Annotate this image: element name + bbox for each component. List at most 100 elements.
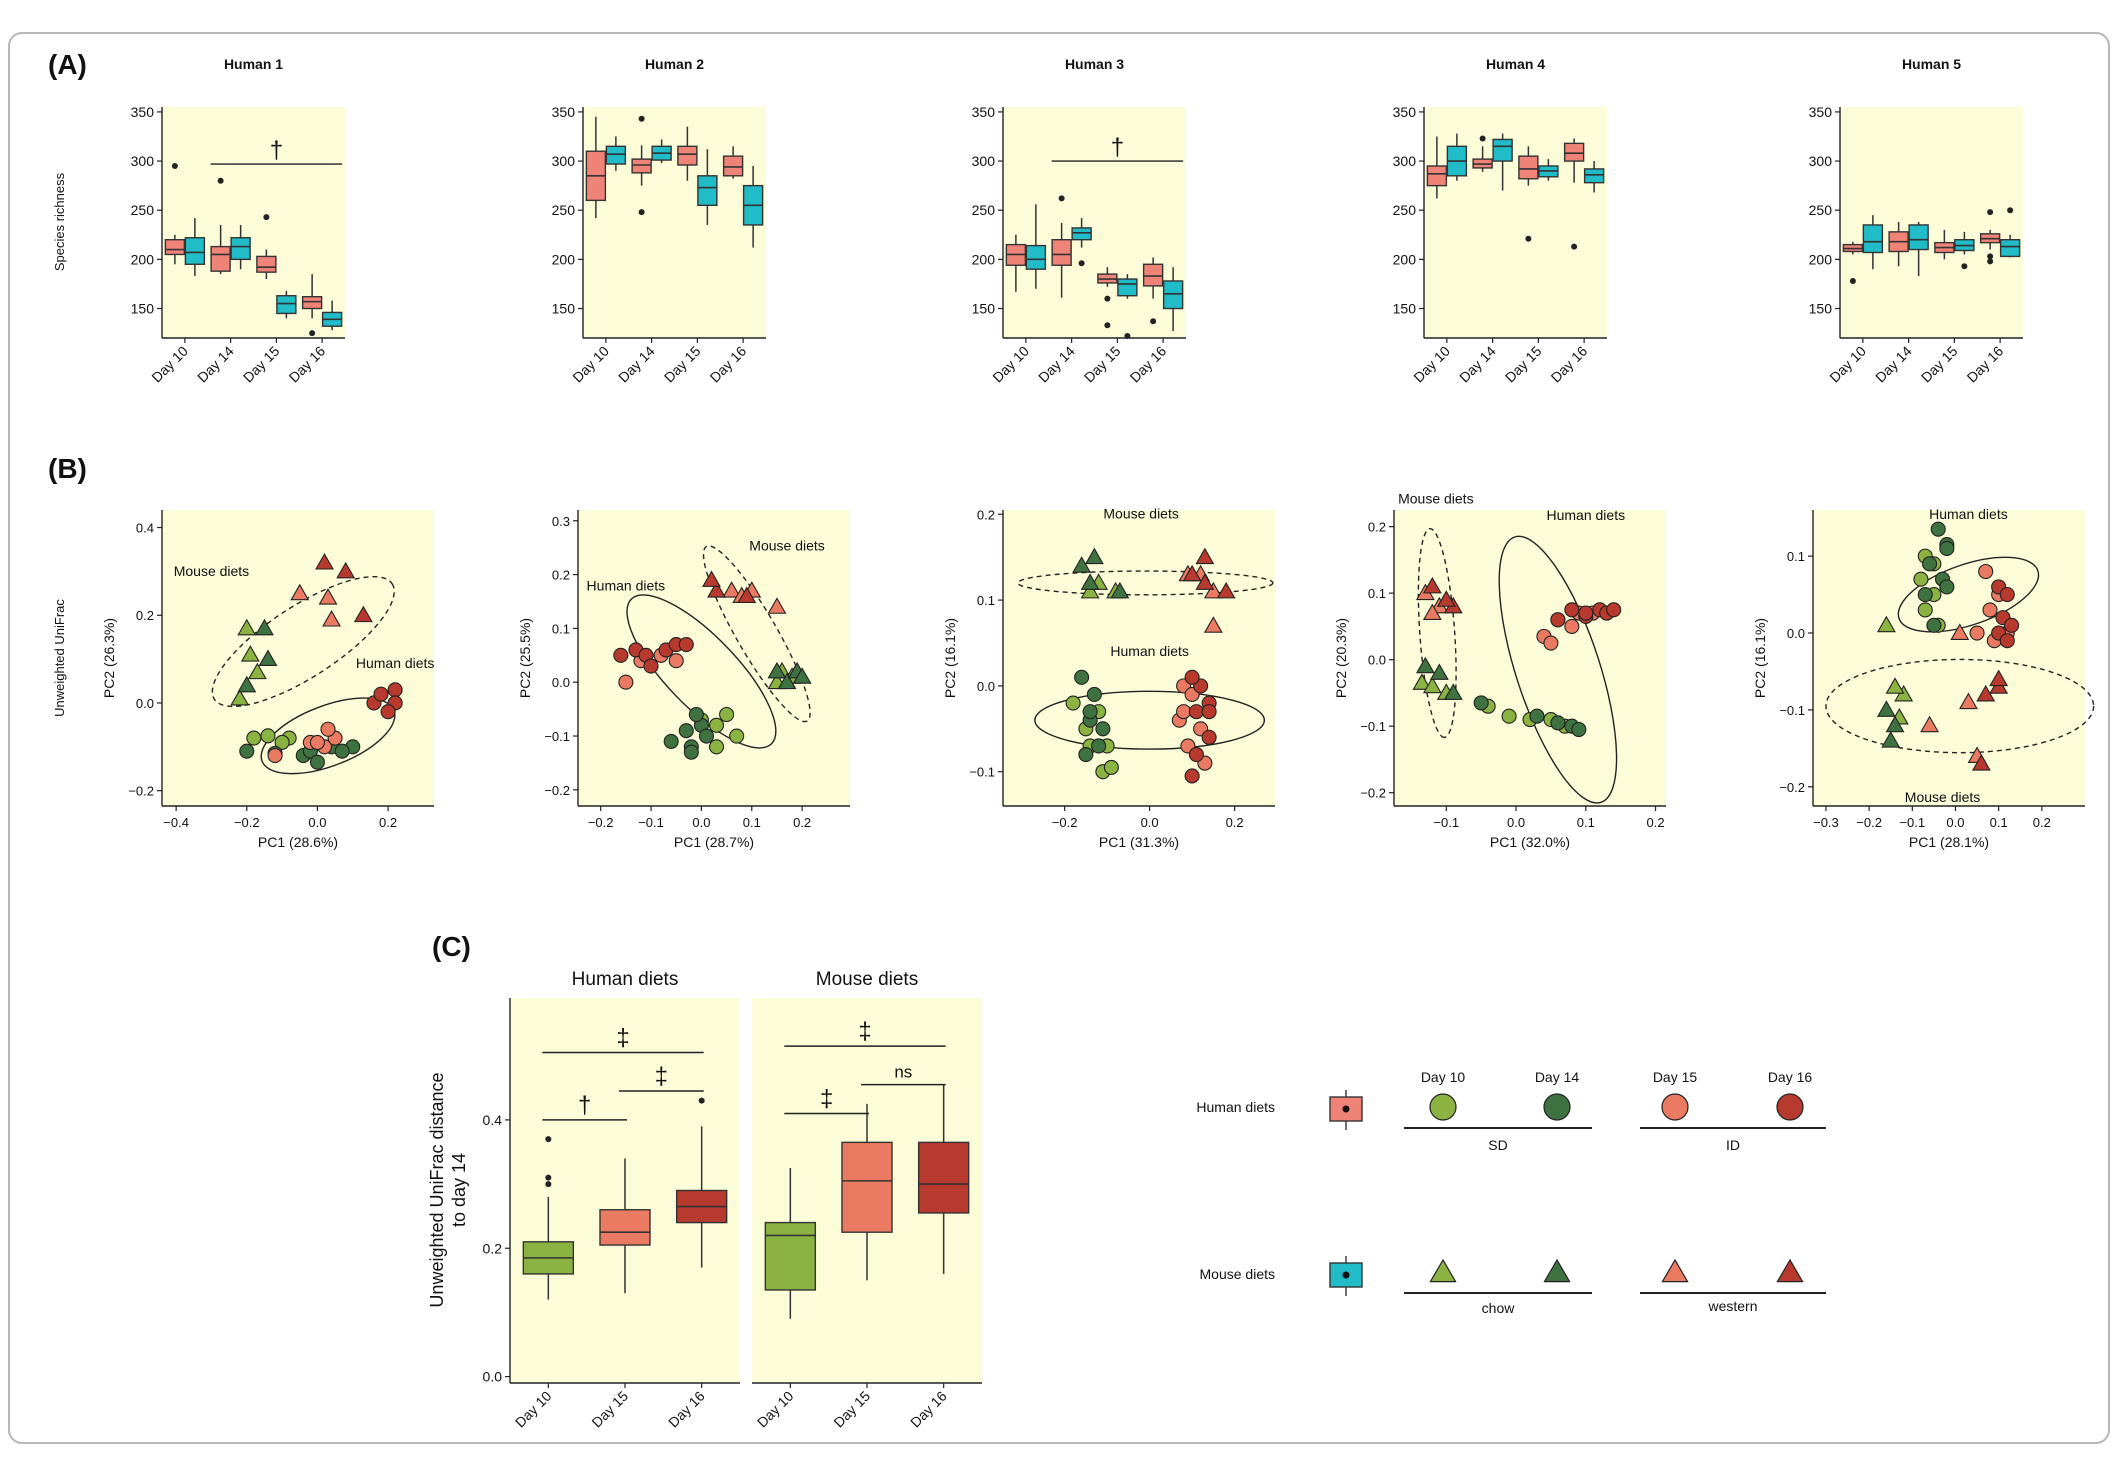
x-tick-label: Day 15	[1918, 343, 1961, 386]
plot-area	[1813, 510, 2085, 806]
point-mouse-diet	[777, 672, 797, 690]
y-tick-label: 0.0	[977, 679, 995, 694]
subplot-human-4: Human 4 150 200 250 300 350 Day 10 Day 14 Day 15…	[1393, 56, 1607, 385]
group-label: Human diets	[1929, 506, 2008, 522]
point-mouse-diet	[737, 586, 757, 604]
comparison-label: ‡	[655, 1063, 668, 1090]
legend-circle-day-14	[1543, 1093, 1571, 1121]
legend-day-label: Day 10	[1421, 1069, 1466, 1085]
x-tick-label: 0.2	[379, 815, 397, 830]
ellipse-human-diets	[1897, 556, 2040, 633]
y-tick-label: 0.0	[483, 1369, 503, 1385]
y-tick-label: 0.3	[552, 514, 570, 529]
x-tick-label: Day 14	[1872, 343, 1915, 386]
box-mouse-diets	[230, 224, 251, 270]
legend-circle-day-15	[1661, 1093, 1689, 1121]
outlier-point	[1987, 253, 1994, 260]
point-human-diet	[1188, 704, 1204, 720]
y-tick-label: 300	[552, 153, 576, 169]
point-mouse-diet	[722, 581, 742, 598]
point-human-diet	[708, 739, 725, 755]
box	[1583, 168, 1605, 184]
box-mouse-diets	[1162, 267, 1184, 332]
legend: Human diets Mouse diets Day 10 Day 14 Day 15…	[1196, 1069, 1826, 1316]
x-axis-title: PC1 (28.1%)	[1909, 834, 1989, 850]
x-tick-label: 0.0	[692, 815, 710, 830]
y-tick-label: 300	[1393, 153, 1417, 169]
point-human-diet	[678, 723, 694, 739]
y-tick-label: 250	[131, 202, 155, 218]
point-mouse-diet	[1885, 715, 1905, 733]
x-tick-label: Day 16	[665, 1388, 708, 1431]
point-mouse-diet	[1422, 676, 1442, 694]
box	[1908, 224, 1929, 251]
y-tick-label: 0.2	[552, 568, 570, 583]
box-human-diets	[722, 146, 744, 179]
box-mouse-diets	[651, 139, 672, 164]
point-human-diet	[274, 734, 290, 750]
point-human-diet	[1571, 721, 1587, 738]
y-tick-label: −0.2	[1779, 780, 1805, 795]
box-mouse-diets	[697, 149, 718, 225]
point-mouse-diet	[767, 597, 787, 614]
plot-area	[1003, 107, 1186, 338]
x-axis-title: PC1 (28.7%)	[674, 834, 754, 850]
box	[1862, 224, 1884, 254]
y-tick-label: 0.1	[1787, 549, 1805, 564]
point-mouse-diet	[1182, 564, 1202, 582]
x-tick-label: Day 14	[1456, 343, 1499, 386]
point-human-diet	[613, 647, 629, 663]
y-tick-label: −0.1	[1779, 703, 1805, 718]
point-human-diet	[309, 754, 325, 770]
point-human-diet	[1078, 746, 1094, 763]
y-tick-label: 200	[552, 251, 576, 267]
legend-group-western: western	[1707, 1298, 1757, 1314]
x-tick-label: Day 10	[569, 343, 612, 386]
point-mouse-diet	[237, 618, 257, 636]
ellipse-mouse-diets	[702, 545, 811, 723]
box	[276, 295, 297, 315]
x-tick-label: −0.2	[588, 815, 614, 830]
x-tick-label: Day 16	[707, 343, 750, 386]
y-tick-label: 150	[131, 301, 155, 317]
x-tick-label: 0.1	[1577, 815, 1595, 830]
facet-human-diets: Human diets Day 10 Day 15 Day 16 ‡ † ‡	[509, 969, 740, 1431]
outlier-point	[545, 1136, 552, 1143]
box-human-diets	[1472, 135, 1493, 172]
outlier-point	[1987, 258, 1994, 265]
y-tick-label: 200	[1809, 251, 1833, 267]
facet-title: Mouse diets	[816, 969, 918, 990]
point-human-diet	[2004, 617, 2020, 633]
box	[256, 255, 277, 273]
box	[677, 145, 698, 166]
box	[230, 237, 251, 261]
group-label: Mouse diets	[749, 537, 824, 553]
subplot-title: Human 2	[645, 56, 704, 72]
pcoa-plot-1: −0.2 0.0 0.2 0.4 −0.4 −0.2 0.0 0.2 PC1 (28.6%) PC…	[101, 510, 434, 850]
subplot-title: Human 4	[1486, 56, 1545, 72]
point-human-diet	[1926, 617, 1942, 633]
point-human-diet	[663, 733, 679, 749]
box	[1051, 239, 1072, 266]
ellipse-human-diets	[626, 594, 777, 749]
box-human-diets	[1979, 209, 2001, 265]
panel-label-a: (A)	[48, 49, 87, 80]
plot-area	[1394, 510, 1666, 806]
box	[210, 245, 231, 272]
y-tick-label: 0.4	[483, 1112, 503, 1128]
point-human-diet	[1091, 738, 1107, 754]
x-tick-label: −0.3	[1813, 815, 1839, 830]
ellipse-human-diets	[1498, 535, 1618, 804]
box-mouse-diets	[1446, 133, 1468, 181]
box	[1025, 244, 1047, 270]
x-tick-label: Day 15	[661, 343, 704, 386]
box-mouse-diets	[321, 300, 343, 331]
point-mouse-diet	[1881, 731, 1901, 748]
outlier-point	[1058, 195, 1065, 202]
point-human-diet	[320, 721, 336, 737]
point-mouse-diet	[1920, 715, 1940, 733]
x-tick-label: 0.0	[308, 815, 326, 830]
point-human-diet	[260, 728, 276, 744]
x-axis-title: PC1 (31.3%)	[1099, 834, 1179, 850]
outlier-point	[1571, 243, 1578, 250]
